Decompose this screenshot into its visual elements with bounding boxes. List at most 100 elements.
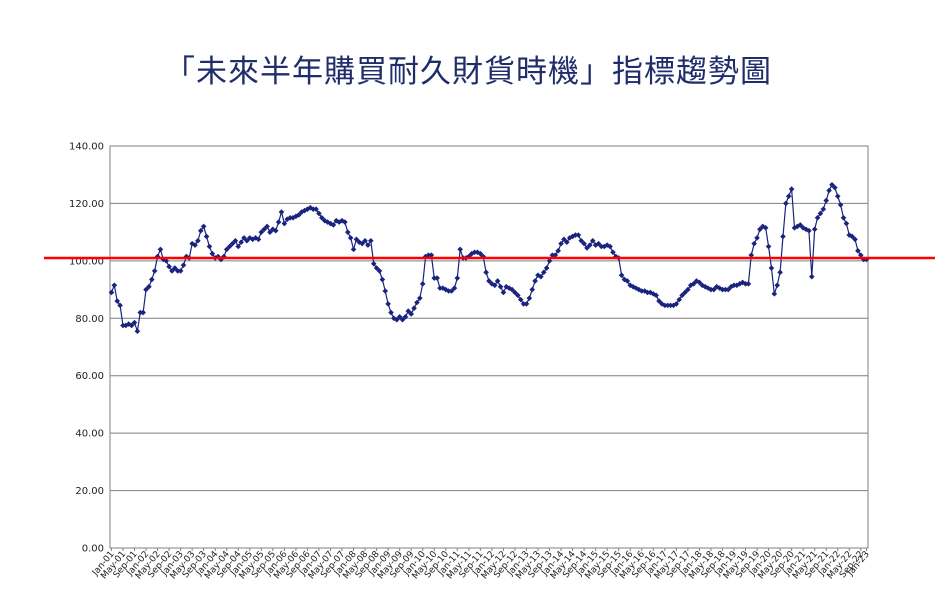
data-point [203,233,210,240]
data-point [111,282,118,289]
data-point [515,292,521,299]
data-point [304,206,311,212]
data-point [506,285,512,291]
data-point [166,263,172,270]
data-point [592,242,599,248]
data-point [393,316,400,323]
data-point [454,275,461,281]
data-point [272,227,279,234]
data-point [391,315,397,322]
data-point [662,302,668,309]
data-point [229,240,236,247]
data-point [290,214,296,221]
data-point [321,217,328,224]
data-point [197,227,204,234]
data-point [486,278,492,284]
data-point [143,286,149,293]
data-point [344,229,351,235]
data-point [195,237,201,244]
data-point [267,229,273,235]
data-point [249,236,256,243]
data-point [172,265,178,271]
data-point [638,288,645,294]
data-point [777,269,783,276]
data-point [209,250,216,257]
data-point [480,253,487,260]
data-point [774,282,781,289]
data-point [117,302,123,309]
data-point [399,316,406,323]
data-point [402,314,409,320]
data-point [748,252,755,258]
data-point [163,258,170,264]
y-tick-label: 20.00 [75,486,104,497]
data-point [564,239,570,245]
data-point [483,269,489,276]
data-point [829,181,835,188]
data-point [278,209,285,215]
data-point [569,233,576,240]
data-point [362,237,368,244]
data-point [581,240,587,247]
data-point [823,197,830,204]
data-point [627,282,634,289]
data-point [682,289,688,296]
data-point [837,202,844,208]
data-point [353,236,360,243]
data-point [466,253,472,260]
data-point [840,214,847,221]
data-point [546,258,553,264]
data-point [780,233,786,240]
data-point [356,239,363,245]
data-point [151,268,158,274]
y-axis-tick-labels: 0.00 20.00 40.00 60.00 80.00 100.00 120.00 140.… [69,142,104,555]
data-point [134,328,141,335]
data-point [431,275,438,281]
data-point [636,286,642,293]
data-point [183,253,190,260]
data-point [477,250,484,257]
data-point [673,301,680,307]
data-point [298,209,305,215]
chart-title: 「未來半年購買耐久財貨時機」指標趨勢圖 [164,54,772,90]
data-point [468,250,475,257]
data-point [526,295,533,301]
data-point [425,252,432,258]
data-point [618,272,625,279]
data-point [417,295,423,301]
data-point [174,268,181,274]
data-point [834,193,841,200]
data-point [783,200,789,207]
data-point [572,232,579,238]
data-point [350,246,357,253]
data-point [359,240,365,247]
data-point [543,265,550,271]
y-tick-label: 80.00 [75,314,104,325]
data-point [742,281,749,287]
data-point [598,243,605,250]
data-point [281,220,288,227]
data-point [385,301,391,307]
data-point [857,252,864,258]
data-point [575,232,582,238]
data-point [558,240,564,247]
data-point [241,235,247,241]
data-point [137,309,144,316]
data-point [411,305,417,312]
data-point [538,273,544,280]
data-point [685,286,691,293]
data-point [295,212,302,218]
data-point [696,279,703,286]
data-point [659,301,665,307]
data-point [223,246,230,253]
data-point [731,282,737,289]
data-point [169,268,175,274]
data-point [180,262,187,268]
data-point [578,237,585,244]
data-point [852,236,858,243]
data-point [800,225,806,231]
data-point [491,282,498,289]
data-point [192,242,198,248]
data-point [832,184,838,191]
